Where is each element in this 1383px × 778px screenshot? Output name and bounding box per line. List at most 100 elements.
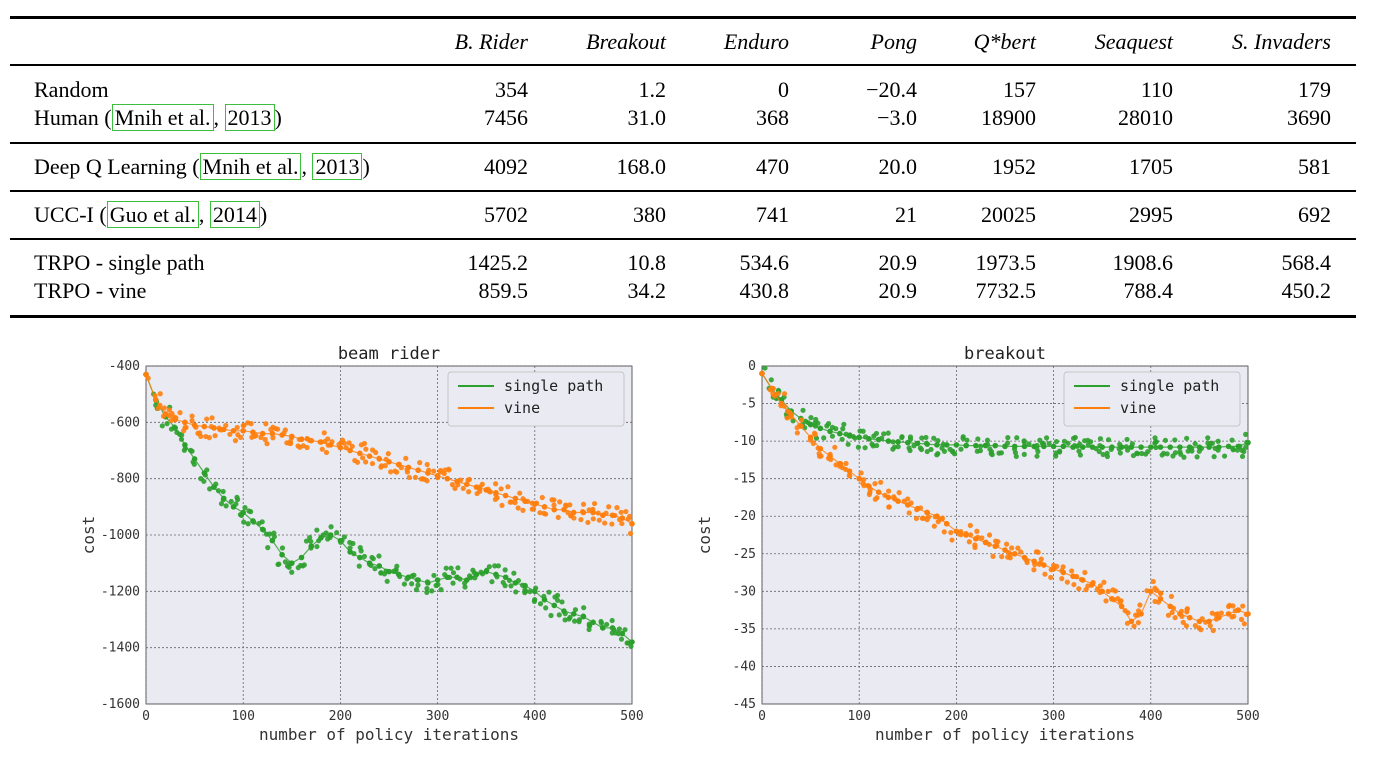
- single-path-point: [237, 512, 244, 518]
- cell: 10.8: [627, 250, 667, 275]
- row-label: Random: [34, 77, 109, 102]
- x-tick-label: 500: [620, 709, 643, 724]
- table-row: TRPO - single path 1425.2 10.8 534.6 20.…: [10, 248, 1356, 278]
- single-path-point: [376, 563, 383, 569]
- vine-point: [614, 505, 620, 511]
- vine-point: [975, 534, 981, 540]
- vine-point: [1154, 587, 1160, 594]
- single-path-point: [881, 431, 887, 437]
- single-path-point: [286, 564, 292, 570]
- single-path-point: [1138, 444, 1144, 450]
- citation-link[interactable]: Mnih et al.: [199, 153, 302, 180]
- vine-point: [578, 516, 584, 523]
- single-path-point: [341, 534, 347, 540]
- single-path-point: [974, 448, 980, 454]
- y-tick-label: -30: [733, 584, 756, 599]
- citation-year-link[interactable]: 2013: [224, 104, 275, 131]
- vine-point: [557, 499, 563, 505]
- single-path-point: [513, 589, 519, 595]
- vine-point: [1118, 603, 1125, 610]
- single-path-point: [1243, 444, 1249, 450]
- single-path-point: [235, 496, 241, 503]
- single-path-point: [1039, 440, 1046, 447]
- citation-year-link[interactable]: 2013: [312, 153, 363, 180]
- vine-point: [905, 496, 911, 502]
- vine-point: [499, 502, 505, 508]
- vine-point: [241, 422, 247, 428]
- vine-point: [319, 446, 325, 452]
- header-seaquest: Seaquest: [1094, 29, 1173, 54]
- cell: −20.4: [866, 77, 917, 102]
- single-path-point: [431, 572, 437, 579]
- x-tick-label: 100: [847, 709, 870, 724]
- vine-point: [812, 431, 818, 438]
- vine-point: [886, 488, 892, 494]
- single-path-point: [347, 545, 353, 551]
- single-path-point: [303, 538, 310, 544]
- vine-point: [1170, 605, 1177, 611]
- vine-point: [1203, 619, 1209, 625]
- header-breakout: Breakout: [586, 29, 666, 54]
- y-tick-label: -5: [740, 397, 756, 412]
- vine-point: [579, 509, 586, 515]
- vine-point: [248, 421, 254, 427]
- vine-point: [1135, 608, 1142, 614]
- row-label-text: Human: [34, 105, 99, 130]
- vine-point: [949, 537, 955, 543]
- citation-year-link[interactable]: 2014: [209, 201, 260, 228]
- vine-point: [619, 520, 625, 527]
- beam-rider-plot: 0 100 200 300 400 500 -400 -600 -800 -1000 -1200 -1…: [79, 344, 644, 744]
- single-path-point: [1167, 444, 1174, 450]
- single-path-point: [1021, 443, 1028, 450]
- vine-point: [171, 414, 177, 420]
- vine-point: [856, 475, 862, 482]
- vine-point: [492, 496, 498, 502]
- vine-point: [346, 440, 352, 446]
- vine-point: [941, 529, 947, 535]
- vine-point: [798, 417, 805, 423]
- y-tick-label: -25: [733, 547, 756, 562]
- vine-point: [596, 517, 602, 523]
- table-header-row: B. Rider Breakout Enduro Pong Q*bert Sea…: [10, 27, 1356, 57]
- single-path-point: [429, 588, 435, 594]
- header-pong: Pong: [870, 29, 917, 54]
- single-path-point: [494, 574, 500, 580]
- x-tick-label: 100: [231, 709, 254, 724]
- single-path-point: [964, 437, 970, 443]
- vine-point: [325, 436, 331, 442]
- single-path-point: [164, 421, 170, 427]
- legend-label: vine: [1120, 399, 1156, 417]
- single-path-point: [489, 579, 495, 585]
- vine-point: [967, 522, 973, 529]
- single-path-point: [862, 434, 869, 440]
- cell: 31.0: [627, 105, 667, 130]
- vine-point: [627, 530, 634, 537]
- vine-point: [906, 510, 912, 516]
- single-path-point: [907, 434, 914, 440]
- vine-point: [1035, 549, 1041, 555]
- single-path-point: [204, 467, 210, 473]
- single-path-point: [1234, 447, 1241, 453]
- table-rule: [10, 238, 1356, 240]
- vine-point: [832, 444, 838, 450]
- cell: 1908.6: [1112, 250, 1174, 275]
- citation-link[interactable]: Guo et al.: [106, 201, 199, 228]
- y-axis-label: cost: [79, 516, 98, 555]
- vine-point: [354, 459, 361, 465]
- single-path-point: [576, 617, 583, 623]
- single-path-point: [424, 585, 430, 592]
- cell: 368: [756, 105, 789, 130]
- single-path-point: [381, 571, 388, 577]
- vine-point: [1192, 622, 1198, 629]
- single-path-point: [562, 611, 568, 617]
- x-tick-label: 0: [758, 709, 766, 724]
- single-path-point: [1097, 442, 1103, 449]
- single-path-point: [1100, 451, 1106, 458]
- vine-point: [794, 430, 800, 436]
- single-path-point: [256, 520, 262, 527]
- vine-point: [994, 543, 1000, 549]
- vine-point: [182, 419, 188, 426]
- vine-point: [908, 500, 914, 506]
- citation-link[interactable]: Mnih et al.: [111, 104, 214, 131]
- single-path-point: [223, 503, 229, 509]
